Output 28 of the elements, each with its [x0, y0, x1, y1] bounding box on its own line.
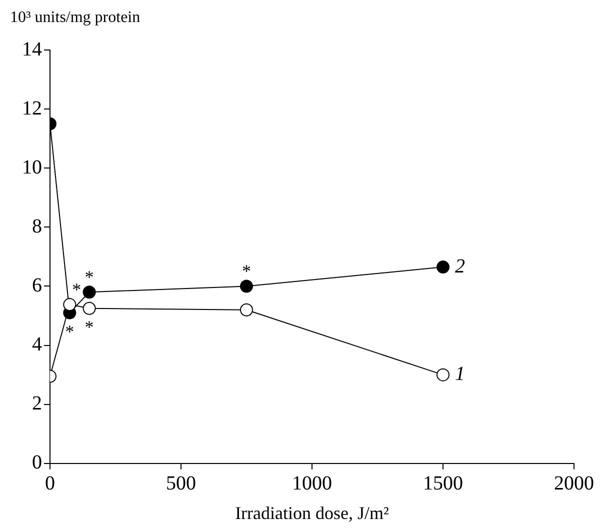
y-tick-label: 8 [32, 215, 42, 238]
y-tick-label: 0 [32, 452, 42, 474]
y-tick-label: 12 [22, 97, 42, 120]
point [240, 303, 253, 316]
x-tick-label: 2000 [554, 472, 594, 495]
annotation: * [72, 279, 82, 300]
annotation: * [242, 260, 251, 281]
y-tick-label: 6 [32, 274, 42, 296]
y-tick-label: 14 [22, 38, 42, 60]
y-tick-label: 10 [22, 156, 42, 178]
point [82, 302, 96, 315]
point [436, 368, 450, 382]
point [63, 298, 76, 312]
point [82, 286, 96, 299]
annotation: * [84, 317, 94, 338]
y-tick-label: 4 [32, 334, 42, 356]
x-tick-label: 500 [166, 472, 196, 495]
point [436, 260, 450, 274]
series-label: 2 [455, 255, 465, 278]
y-axis-title: 10³ units/mg protein [10, 9, 140, 26]
y-tick-label: 2 [32, 392, 42, 415]
x-tick-label: 1500 [423, 472, 463, 495]
annotation: * [65, 322, 74, 342]
x-tick-label: 1000 [292, 472, 332, 495]
series-label: 1 [455, 363, 465, 386]
annotation: * [84, 266, 94, 287]
x-axis-title: Irradiation dose, J/m² [235, 502, 389, 523]
point [240, 280, 253, 293]
